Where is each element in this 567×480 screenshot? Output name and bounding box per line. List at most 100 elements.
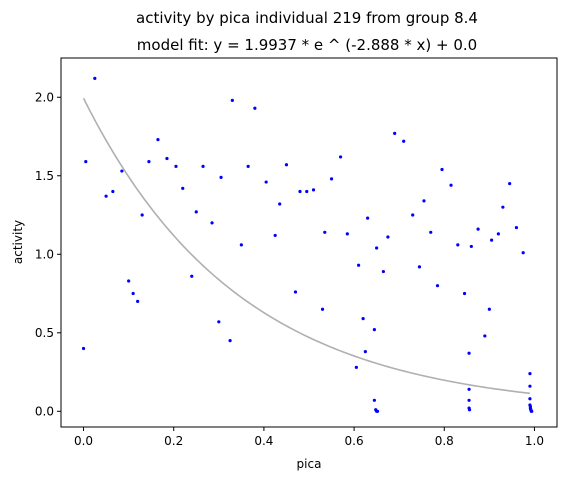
x-tick-label: 0.4 (254, 434, 273, 448)
data-point (311, 188, 316, 192)
data-point (120, 169, 124, 173)
data-point (239, 243, 243, 247)
data-point (467, 387, 471, 391)
y-tick-label: 1.5 (35, 169, 54, 183)
chart-title: activity by pica individual 219 from gro… (136, 9, 478, 27)
fit-curve-layer (82, 97, 531, 395)
data-point (320, 307, 325, 311)
x-axis-label: pica (297, 457, 322, 471)
data-point (127, 279, 131, 283)
fit-curve (82, 97, 531, 395)
data-point (219, 175, 223, 179)
data-point (264, 180, 268, 184)
data-point (449, 183, 453, 187)
data-point (201, 164, 205, 168)
data-point (422, 199, 426, 203)
data-point (84, 160, 88, 164)
y-axis-label: activity (11, 220, 25, 264)
data-point (429, 230, 433, 234)
data-point (530, 409, 534, 413)
x-tick-label: 1.0 (525, 434, 544, 448)
data-point (467, 351, 471, 355)
x-tick-label: 0.2 (164, 434, 183, 448)
data-point (323, 230, 327, 234)
data-point (521, 251, 525, 255)
data-point (469, 244, 473, 249)
data-point (278, 202, 282, 206)
chart-subtitle: model fit: y = 1.9937 * e ^ (-2.888 * x)… (137, 36, 477, 54)
data-point (174, 164, 178, 168)
data-point (81, 346, 86, 351)
data-point (372, 328, 376, 332)
data-point (136, 299, 140, 303)
data-point (354, 365, 358, 369)
data-point (230, 98, 234, 102)
data-point (361, 317, 365, 321)
data-point (487, 307, 491, 311)
points-layer (81, 76, 534, 413)
data-point (381, 269, 385, 274)
data-point (514, 225, 519, 230)
data-point (131, 291, 135, 296)
data-point (375, 409, 380, 413)
data-point (456, 243, 460, 247)
data-point (528, 397, 532, 401)
data-point (298, 189, 302, 194)
data-point (329, 177, 334, 181)
data-point (440, 167, 444, 172)
data-point (467, 398, 471, 402)
data-point (305, 189, 309, 194)
x-axis-ticks: 0.0 0.2 0.4 0.6 0.8 1.0 (74, 427, 544, 448)
data-point (402, 139, 406, 143)
data-point (147, 160, 151, 164)
data-point (375, 246, 379, 250)
data-point (366, 216, 370, 220)
data-point (284, 163, 289, 167)
data-point (476, 227, 480, 231)
data-point (508, 182, 512, 186)
x-tick-label: 0.6 (345, 434, 364, 448)
data-point (210, 221, 214, 225)
data-point (528, 384, 532, 388)
data-point (462, 291, 467, 296)
data-point (357, 263, 361, 267)
x-tick-label: 0.0 (74, 434, 93, 448)
data-point (411, 213, 415, 217)
data-point (273, 233, 277, 238)
data-point (345, 232, 349, 236)
data-point (528, 372, 532, 376)
plot-area (60, 57, 558, 428)
y-tick-label: 1.0 (35, 247, 54, 261)
data-point (435, 284, 440, 288)
data-point (490, 238, 494, 242)
y-tick-label: 0.5 (35, 326, 54, 340)
y-tick-label: 2.0 (35, 90, 54, 104)
data-point (246, 164, 250, 168)
data-point (293, 290, 298, 294)
data-point (417, 265, 422, 269)
data-point (338, 155, 343, 159)
data-point (228, 339, 232, 343)
data-point (501, 205, 505, 209)
data-point (190, 274, 194, 278)
data-point (181, 186, 185, 190)
data-point (93, 76, 97, 81)
data-point (393, 131, 397, 135)
data-point (467, 408, 472, 412)
data-point (496, 232, 500, 236)
y-tick-label: 0.0 (35, 404, 54, 418)
data-point (156, 138, 160, 142)
data-point (386, 235, 390, 239)
data-point (483, 334, 487, 338)
data-point (217, 320, 221, 324)
data-point (165, 156, 169, 161)
x-tick-label: 0.8 (435, 434, 454, 448)
data-point (253, 106, 257, 110)
data-point (363, 350, 367, 354)
y-axis-ticks: 0.0 0.5 1.0 1.5 2.0 (35, 90, 61, 418)
data-point (104, 194, 108, 198)
data-point (140, 213, 144, 217)
data-point (194, 210, 198, 214)
data-point (372, 398, 376, 402)
